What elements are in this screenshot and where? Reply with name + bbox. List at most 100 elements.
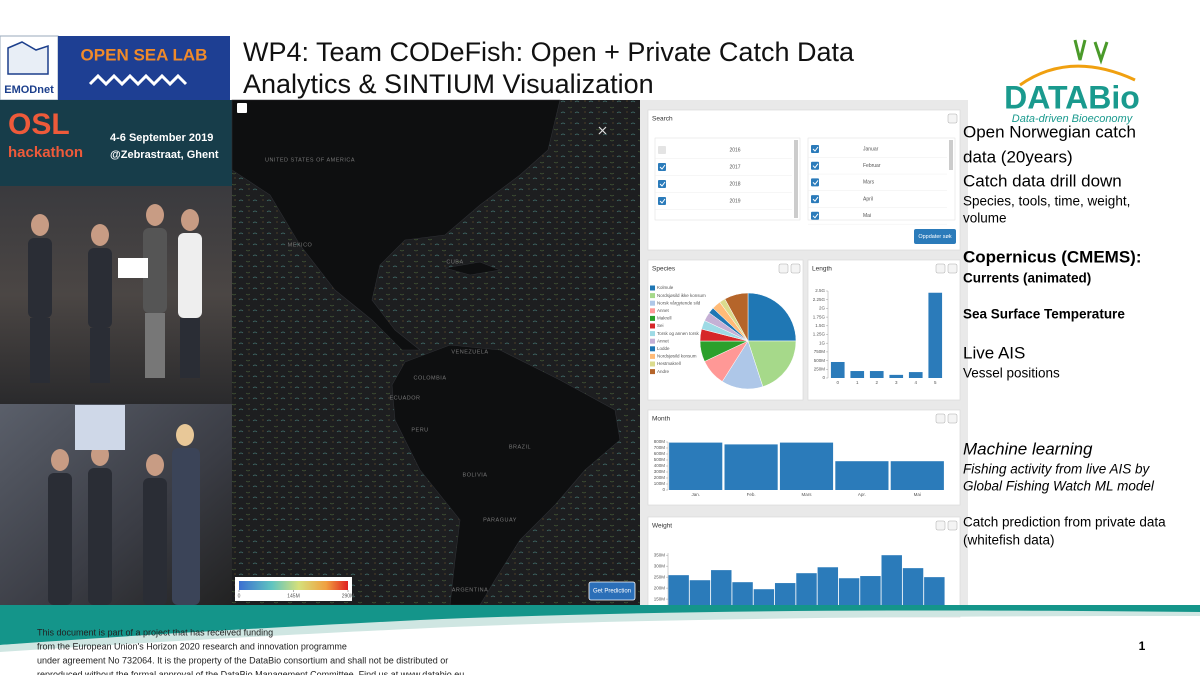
x-tick-label: Mai bbox=[914, 492, 921, 497]
y-tick-label: 300M bbox=[654, 563, 666, 568]
panel-button[interactable] bbox=[778, 263, 789, 274]
prediction-button-label[interactable]: Get Prediction bbox=[593, 589, 631, 595]
bar bbox=[669, 442, 723, 490]
panel-button[interactable] bbox=[935, 413, 946, 424]
legend-label: Annet bbox=[657, 308, 670, 313]
map-label: UNITED STATES OF AMERICA bbox=[265, 157, 355, 163]
poster-hackathon: hackathon bbox=[8, 144, 83, 161]
checkbox[interactable] bbox=[811, 195, 819, 204]
colorbar bbox=[239, 581, 348, 590]
map-close[interactable] bbox=[598, 126, 607, 135]
panel-button[interactable] bbox=[935, 263, 946, 274]
bar bbox=[724, 444, 778, 490]
bar bbox=[869, 371, 884, 378]
map-label: MEXICO bbox=[288, 242, 313, 248]
panel-title: Search bbox=[652, 116, 673, 123]
list-scrollbar bbox=[794, 140, 798, 218]
x-tick-label: Jan. bbox=[691, 492, 700, 497]
panel-button[interactable] bbox=[935, 520, 946, 531]
legend-swatch bbox=[650, 338, 655, 344]
legend-swatch bbox=[650, 308, 655, 314]
checkbox[interactable] bbox=[811, 178, 819, 187]
y-tick-label: 200M bbox=[654, 475, 666, 480]
panel-button[interactable] bbox=[947, 263, 958, 274]
x-tick-label: 4 bbox=[914, 380, 917, 385]
y-tick-label: 800M bbox=[654, 439, 666, 444]
colorbar-label: 290M bbox=[342, 593, 355, 599]
footer-line: This document is part of a project that … bbox=[37, 627, 273, 637]
checkbox[interactable] bbox=[658, 197, 666, 205]
poster-venue: @Zebrastraat, Ghent bbox=[110, 149, 219, 161]
databio-arc bbox=[1019, 64, 1136, 87]
chart-weight: 150M 200M 250M 300M 350M bbox=[654, 552, 945, 605]
map-label: CUBA bbox=[446, 259, 463, 265]
list-item: 2018 bbox=[729, 181, 740, 187]
databio-logo: DATABio bbox=[1004, 79, 1140, 115]
y-tick-label: 200M bbox=[654, 585, 666, 590]
x-tick-label: Mars bbox=[802, 492, 813, 497]
poster-dates: 4-6 September 2019 bbox=[110, 132, 213, 144]
note-line: volume bbox=[963, 211, 1007, 226]
y-tick-label: 2.5G bbox=[815, 288, 825, 293]
y-tick-label: 0 bbox=[822, 375, 825, 380]
databio-tagline: Data-driven Bioeconomy bbox=[1012, 113, 1134, 125]
bar bbox=[835, 461, 889, 490]
panel-button[interactable] bbox=[947, 520, 958, 531]
map-land bbox=[231, 99, 621, 606]
list-item: 2019 bbox=[729, 198, 740, 204]
list-item: April bbox=[863, 196, 873, 202]
bar bbox=[830, 361, 845, 378]
bar bbox=[817, 567, 839, 605]
search-button[interactable] bbox=[914, 229, 956, 244]
checkmark bbox=[659, 198, 666, 204]
bar bbox=[779, 442, 834, 490]
prediction-button[interactable] bbox=[588, 581, 636, 601]
note-line: Species, tools, time, weight, bbox=[963, 194, 1130, 209]
note-line: Global Fishing Watch ML model bbox=[963, 479, 1155, 494]
checkmark bbox=[812, 196, 819, 202]
checkbox[interactable] bbox=[811, 145, 819, 153]
photo-people bbox=[28, 204, 202, 605]
panel-button[interactable] bbox=[947, 113, 958, 124]
panel-title: Length bbox=[812, 266, 832, 273]
checkbox[interactable] bbox=[658, 180, 666, 188]
search-button-label[interactable]: Oppdater søk bbox=[918, 234, 952, 240]
bar bbox=[890, 461, 944, 490]
y-tick-label: 500M bbox=[814, 358, 826, 363]
layers-button[interactable] bbox=[237, 103, 247, 113]
footer-line: under agreement No 732064. It is the pro… bbox=[37, 655, 448, 665]
y-tick-label: 300M bbox=[654, 469, 666, 474]
y-tick-label: 700M bbox=[654, 445, 666, 450]
y-tick-label: 400M bbox=[654, 463, 666, 468]
x-tick-label: 1 bbox=[856, 380, 859, 385]
colorbar-label: 145M bbox=[287, 593, 300, 599]
checkbox[interactable] bbox=[658, 163, 666, 171]
pie-slice bbox=[747, 292, 797, 342]
bar bbox=[850, 371, 865, 378]
map-label: ARGENTINA bbox=[452, 587, 489, 593]
panel-button[interactable] bbox=[790, 263, 801, 274]
checkbox[interactable] bbox=[658, 146, 666, 154]
panel-button[interactable] bbox=[947, 413, 958, 424]
y-tick-label: 1.5G bbox=[815, 323, 825, 328]
checkbox[interactable] bbox=[811, 211, 819, 220]
legend-swatch bbox=[650, 323, 655, 329]
legend-label: Makrell bbox=[657, 316, 672, 321]
bar bbox=[838, 578, 860, 605]
note-line: Catch data drill down bbox=[963, 171, 1122, 190]
legend-swatch bbox=[650, 315, 655, 321]
bar bbox=[668, 575, 689, 605]
note-line: Currents (animated) bbox=[963, 271, 1091, 286]
bar bbox=[928, 292, 943, 378]
legend-label: Kolmule bbox=[657, 285, 674, 290]
y-tick-label: 2.25G bbox=[813, 297, 826, 302]
map-label: BOLIVIA bbox=[463, 472, 488, 478]
footer-line: reproduced without the formal approval o… bbox=[37, 669, 467, 675]
checkbox[interactable] bbox=[811, 161, 819, 170]
osl-logo-text: OPEN SEA LAB bbox=[81, 45, 208, 64]
legend-swatch bbox=[650, 361, 655, 367]
osl-logo bbox=[58, 36, 230, 100]
legend-swatch bbox=[650, 353, 655, 359]
